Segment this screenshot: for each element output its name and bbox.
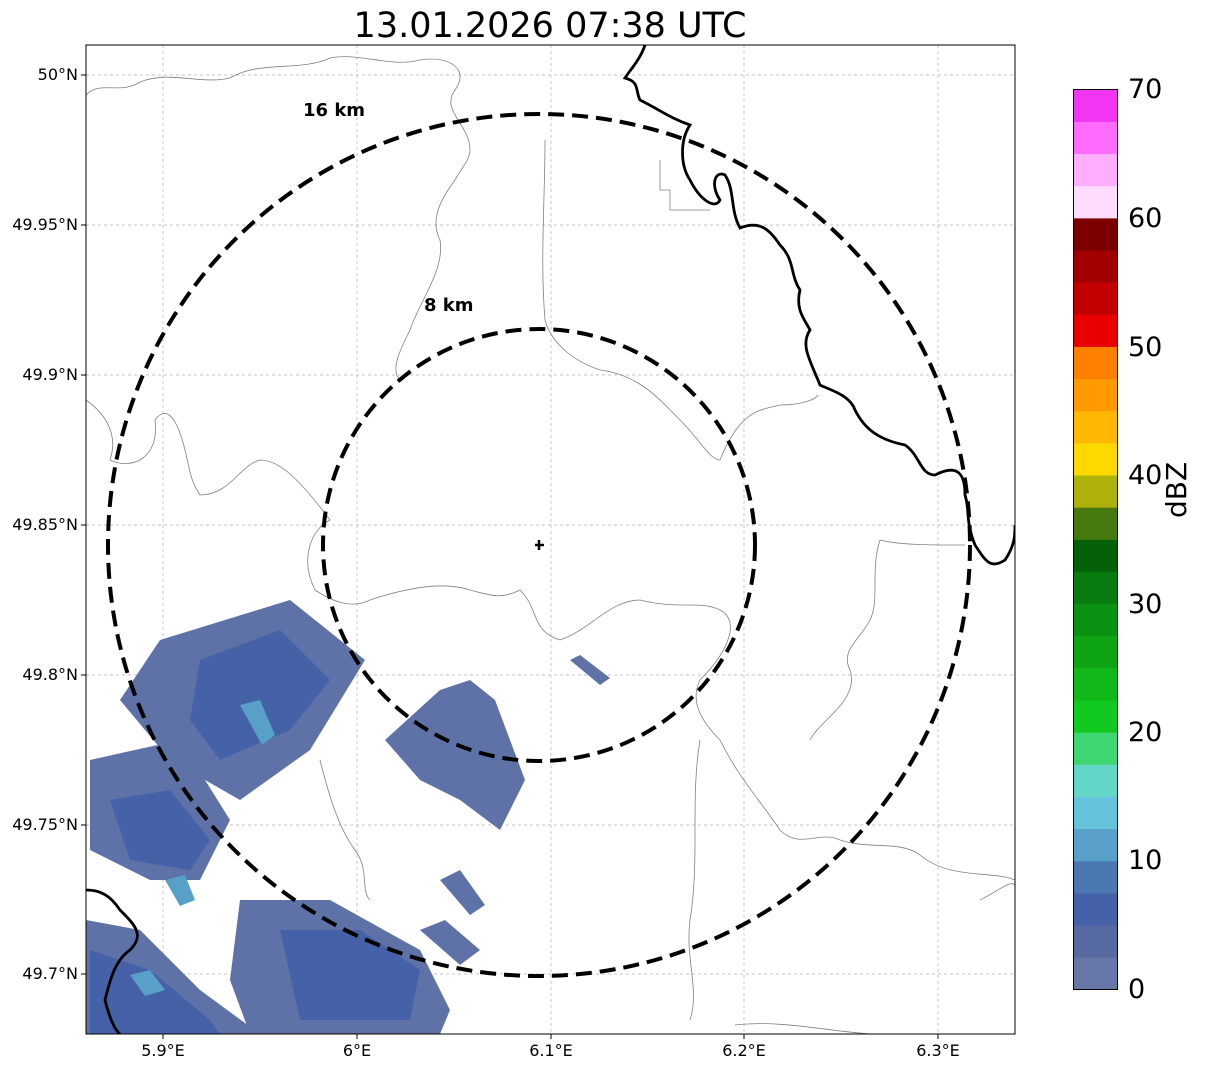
colorbar-segment	[1073, 121, 1118, 155]
range-ring-16km	[106, 112, 972, 978]
colorbar-segment	[1073, 700, 1118, 733]
colorbar-segment	[1073, 860, 1118, 894]
colorbar-segment	[1073, 250, 1118, 283]
colorbar-segment	[1073, 828, 1118, 862]
range-ring-8km	[321, 327, 757, 763]
colorbar-segment	[1073, 893, 1118, 926]
colorbar-segment	[1073, 571, 1118, 605]
radar-echoes	[86, 600, 610, 1034]
lat-tick-label: 49.8°N	[22, 665, 78, 684]
colorbar-segment	[1073, 668, 1118, 701]
colorbar-tick-label: 30	[1128, 589, 1163, 620]
colorbar-segment	[1073, 443, 1118, 476]
lat-tick-label: 49.9°N	[22, 365, 78, 384]
gridlines	[86, 45, 1015, 1034]
colorbar-segment	[1073, 475, 1118, 508]
ring-label-16km: 16 km	[303, 100, 366, 121]
colorbar-segment	[1073, 732, 1118, 765]
colorbar-segment	[1073, 153, 1118, 187]
lon-tick-label: 5.9°E	[141, 1041, 185, 1060]
colorbar-segment	[1073, 603, 1118, 637]
colorbar-tick-label: 0	[1128, 974, 1146, 1005]
lat-tick-label: 49.75°N	[12, 815, 78, 834]
colorbar-segment	[1073, 314, 1118, 347]
lon-tick-label: 6°E	[342, 1041, 372, 1060]
colorbar-segment	[1073, 635, 1118, 669]
colorbar-title: dBZ	[1160, 461, 1193, 518]
colorbar-tick-label: 60	[1128, 203, 1163, 234]
colorbar-segment	[1073, 346, 1118, 380]
colorbar-segment	[1073, 539, 1118, 572]
colorbar-segment	[1073, 282, 1118, 315]
colorbar-segment	[1073, 89, 1118, 122]
ring-label-8km: 8 km	[424, 295, 474, 316]
colorbar-segment	[1073, 410, 1118, 444]
colorbar-tick-label: 50	[1128, 332, 1163, 363]
colorbar	[1073, 89, 1118, 990]
colorbar-segment	[1073, 925, 1118, 958]
colorbar-segment	[1073, 218, 1118, 251]
border-lines	[86, 56, 1015, 1034]
colorbar-tick-label: 20	[1128, 717, 1163, 748]
lat-tick-label: 49.85°N	[12, 515, 78, 534]
colorbar-segment	[1073, 507, 1118, 540]
plus-marker-icon	[535, 540, 544, 550]
lat-tick-label: 49.7°N	[22, 964, 78, 983]
lat-tick-label: 49.95°N	[12, 215, 78, 234]
plot-frame	[85, 44, 1016, 1035]
range-rings	[106, 112, 972, 978]
colorbar-segment	[1073, 957, 1118, 990]
colorbar-segment	[1073, 764, 1118, 797]
lon-tick-label: 6.1°E	[529, 1041, 573, 1060]
colorbar-segment	[1073, 796, 1118, 830]
lon-tick-label: 6.2°E	[722, 1041, 766, 1060]
colorbar-tick-label: 10	[1128, 845, 1163, 876]
lon-tick-label: 6.3°E	[916, 1041, 960, 1060]
colorbar-segment	[1073, 185, 1118, 219]
colorbar-tick-label: 40	[1128, 460, 1163, 491]
colorbar-segment	[1073, 378, 1118, 412]
country-border	[86, 45, 1015, 1034]
colorbar-tick-label: 70	[1128, 74, 1163, 105]
lat-tick-label: 50°N	[37, 65, 78, 84]
map-title: 13.01.2026 07:38 UTC	[353, 6, 747, 46]
